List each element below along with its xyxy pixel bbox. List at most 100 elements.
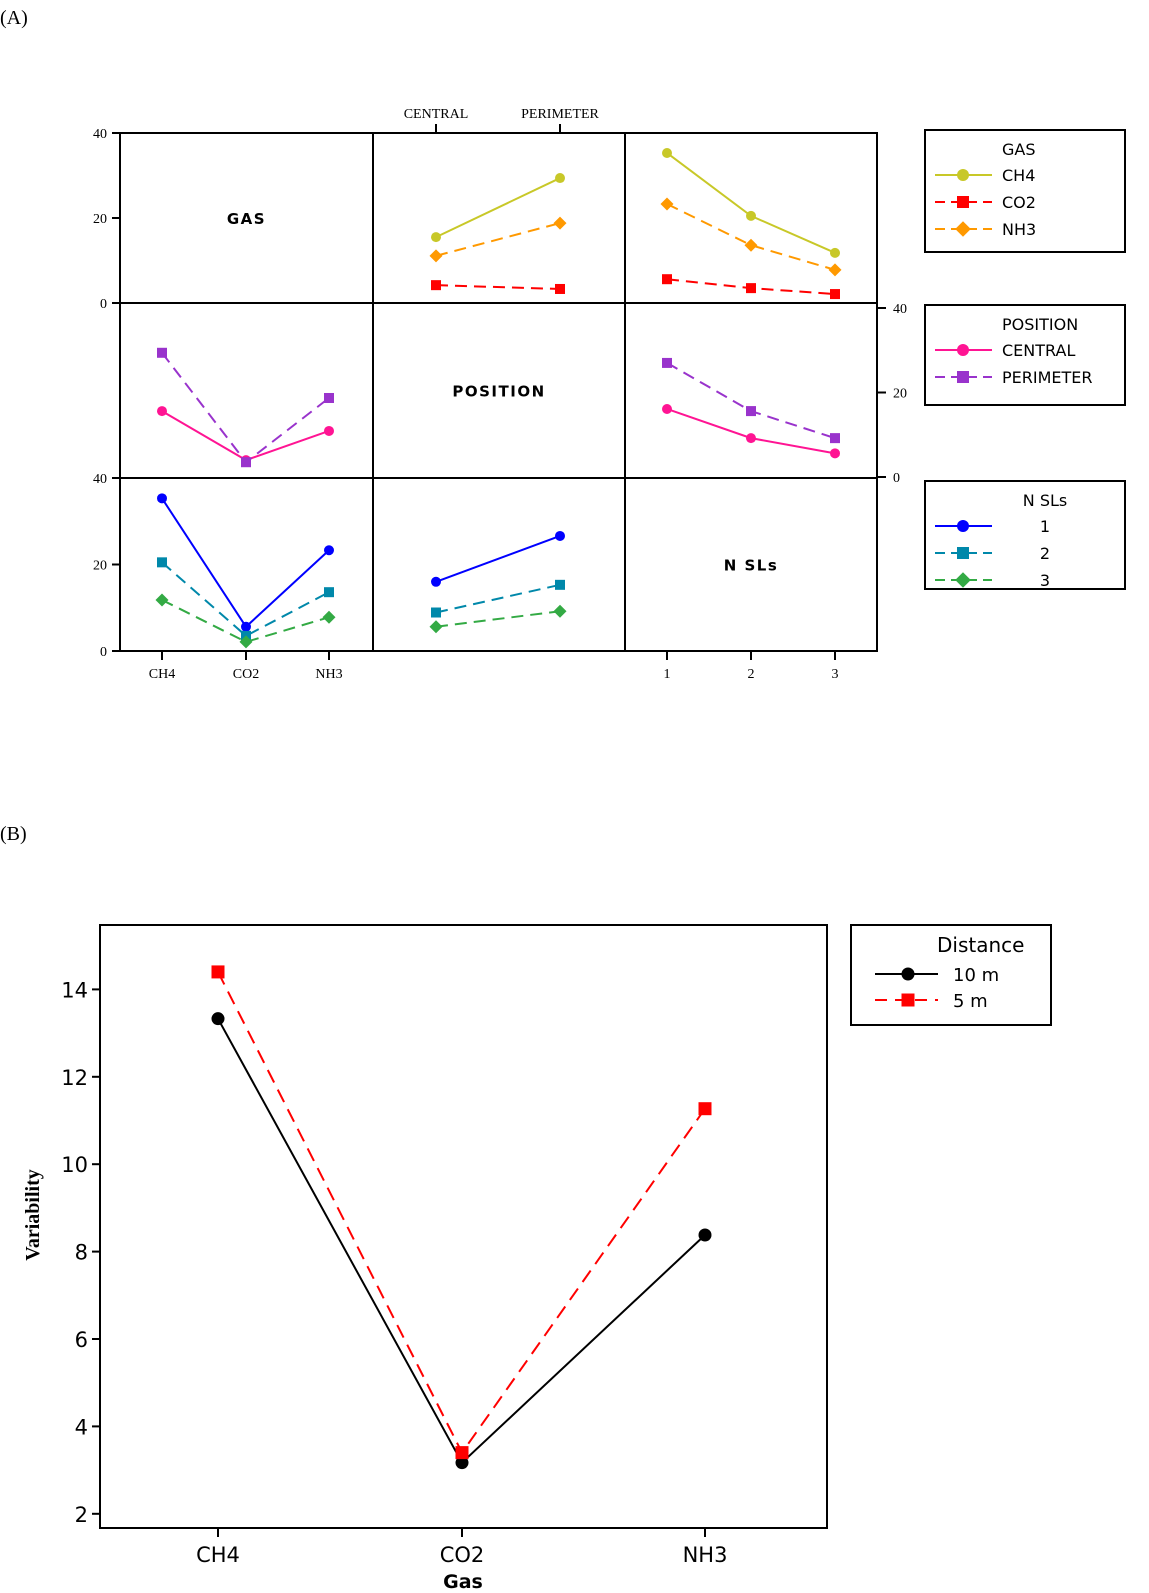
y-tick-label: 8 [75,1241,88,1265]
line-NSLs-2 [435,583,561,614]
x-tick-label: NH3 [315,667,342,682]
y-axis-title: Variability [22,1169,44,1261]
data-point [698,1102,712,1116]
data-point [662,274,672,285]
legend-label: 10 m [953,965,999,986]
data-point [455,1446,469,1460]
legend-label: CH4 [1002,166,1035,185]
cell-1-0 [119,302,374,479]
y-tick-label: 20 [893,387,907,402]
legend-box [924,480,1126,590]
data-point [746,406,756,417]
y-tick-label: 0 [100,297,107,312]
panel-b-chart: 2 4 6 8 10 12 14 CH4 CO2 NH3 Gas Variability Distanc… [22,924,1052,1593]
data-point [431,576,441,587]
diagonal-label-gas: GAS [227,210,266,228]
line-NSLs-2 [161,561,330,638]
data-point [830,289,840,300]
data-point [455,1456,469,1470]
line-GAS-NH3 [435,222,561,257]
legend-label: 3 [1040,571,1050,590]
x-tick-label: CO2 [233,667,259,682]
diagonal-label-n-sls: N SLs [724,557,779,575]
panel-a-legends: GAS CH4 CO2 NH3 POSITION CENTRAL PERIMETER N SL… [924,129,1126,590]
data-point [324,392,334,403]
y-tick-label: 0 [893,471,900,486]
line-GAS-CO2 [435,284,561,290]
data-point [828,263,842,277]
cell-0-1 [372,132,626,304]
data-point [157,347,167,358]
data-point [241,621,251,632]
data-point [553,216,567,230]
y-tick-label: 0 [100,645,107,660]
data-point [744,238,758,252]
x-tick-label: CENTRAL [404,107,469,122]
data-point [429,620,443,634]
diagonal-label-position: POSITION [452,383,545,401]
y-tick-label: 2 [75,1503,88,1527]
data-point [830,448,840,459]
data-point [555,173,565,184]
x-tick-label: CH4 [149,667,175,682]
line-NSLs-1 [435,535,561,583]
y-tick-label: 40 [93,472,107,487]
data-point [555,530,565,541]
legend-marker [901,967,915,981]
y-tick-label: 20 [93,212,107,227]
legend-marker [957,547,969,559]
line-NSLs-3 [435,610,561,628]
data-point [830,433,840,444]
legend-label: NH3 [1002,220,1036,239]
legend-label: 5 m [953,991,988,1012]
line-GAS-CH4 [666,152,836,254]
legend-label: 1 [1040,517,1050,536]
y-tick-label: 20 [93,559,107,574]
data-point [324,587,334,598]
data-point [555,283,565,294]
data-point [431,280,441,291]
data-point [324,545,334,556]
data-point [555,579,565,590]
x-tick-label: 3 [832,667,839,682]
y-tick-label: 40 [93,127,107,142]
data-point [431,232,441,243]
legend-marker [901,993,915,1007]
data-point [211,1012,225,1026]
cell-2-1 [372,477,626,652]
data-point [431,607,441,618]
line-NSLs-1 [161,497,330,629]
y-tick-label: 40 [893,302,907,317]
panel-label-a: (A) [0,7,28,29]
panel-a-matrix: GAS POSITION N SLs 0 20 40 0 20 40 0 20 40 CENTRAL PE… [93,107,907,682]
data-point [155,593,169,607]
data-point [662,147,672,158]
data-point [660,197,674,211]
legend-title: N SLs [1023,491,1067,510]
data-point [746,433,756,444]
y-tick-label: 14 [61,978,88,1002]
y-tick-label: 10 [61,1153,88,1177]
data-point [322,610,336,624]
y-tick-label: 6 [75,1328,88,1352]
x-tick-label: CH4 [196,1543,240,1567]
data-point [698,1228,712,1242]
x-tick-label: 2 [748,667,755,682]
data-point [830,247,840,258]
data-point [241,457,251,468]
x-tick-label: CO2 [440,1543,485,1567]
line-POSITION-PERIMETER [161,352,330,464]
x-tick-label: PERIMETER [521,107,599,122]
data-point [157,493,167,504]
x-tick-label: NH3 [683,1543,728,1567]
legend-marker [957,344,969,356]
x-axis-title: Gas [443,1571,483,1593]
legend-label: CENTRAL [1002,341,1075,360]
data-point [429,249,443,263]
legend-label: PERIMETER [1002,368,1093,387]
legend-marker [957,169,969,181]
line-GAS-CH4 [435,177,561,239]
legend-title: GAS [1002,140,1036,159]
data-point [553,604,567,618]
